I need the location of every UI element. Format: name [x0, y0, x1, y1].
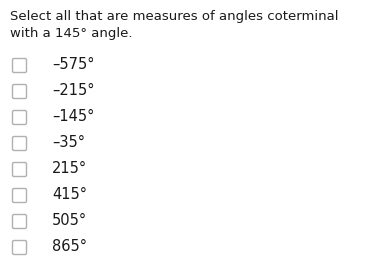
FancyBboxPatch shape — [12, 240, 27, 255]
FancyBboxPatch shape — [12, 214, 27, 229]
Text: –575°: –575° — [52, 57, 95, 72]
FancyBboxPatch shape — [12, 189, 27, 202]
Text: 215°: 215° — [52, 161, 87, 176]
Text: with a 145° angle.: with a 145° angle. — [10, 27, 132, 40]
Text: 415°: 415° — [52, 187, 87, 202]
Text: –145°: –145° — [52, 109, 94, 124]
Text: 505°: 505° — [52, 213, 87, 228]
FancyBboxPatch shape — [12, 58, 27, 73]
FancyBboxPatch shape — [12, 137, 27, 150]
Text: Select all that are measures of angles coterminal: Select all that are measures of angles c… — [10, 10, 338, 23]
FancyBboxPatch shape — [12, 84, 27, 99]
FancyBboxPatch shape — [12, 163, 27, 176]
Text: –35°: –35° — [52, 135, 85, 150]
Text: 865°: 865° — [52, 239, 87, 254]
FancyBboxPatch shape — [12, 111, 27, 124]
Text: –215°: –215° — [52, 83, 95, 98]
